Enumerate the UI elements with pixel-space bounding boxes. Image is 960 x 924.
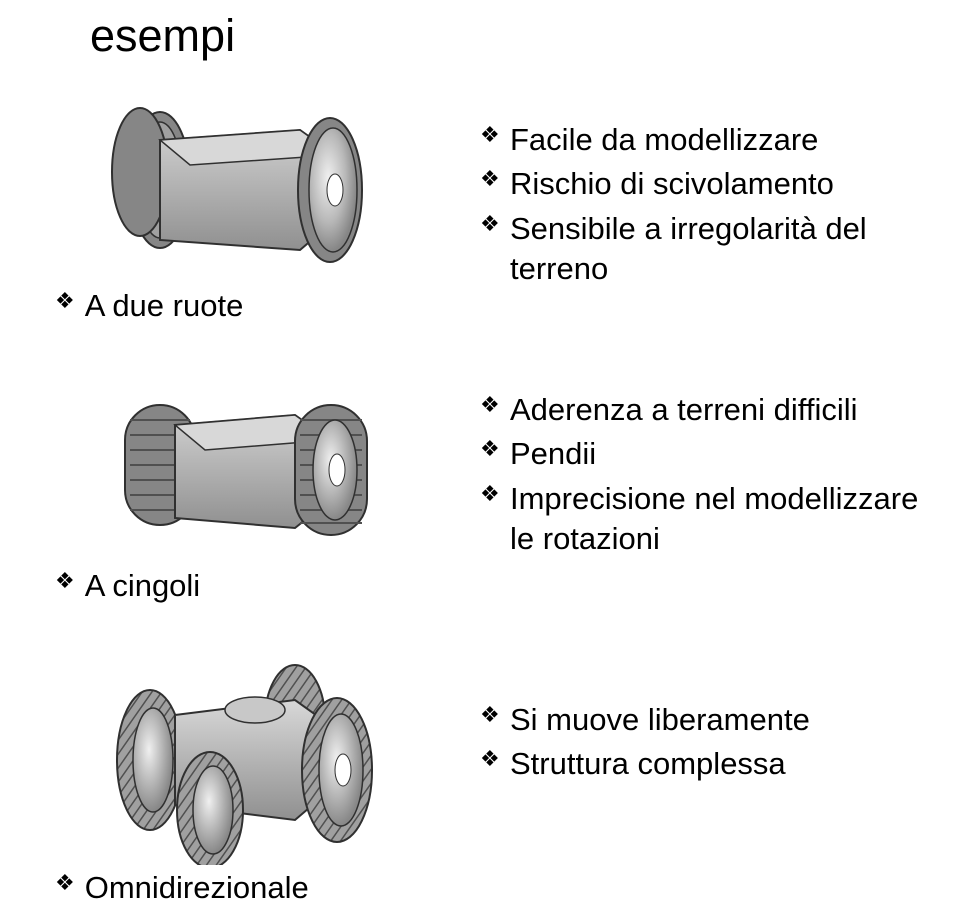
bullet-item: ❖Rischio di scivolamento	[480, 164, 930, 204]
bullets-omnidirectional: ❖Si muove liberamente ❖Struttura comples…	[480, 700, 810, 785]
label-text: Omnidirezionale	[85, 872, 309, 905]
label-text: A cingoli	[85, 570, 200, 603]
bullets-tracked: ❖Aderenza a terreni difficili ❖Pendii ❖I…	[480, 390, 930, 559]
label-tracked: ❖ A cingoli	[55, 570, 200, 603]
bullet-item: ❖Aderenza a terreni difficili	[480, 390, 930, 430]
bullet-item: ❖Si muove liberamente	[480, 700, 810, 740]
bullet-item: ❖Struttura complessa	[480, 744, 810, 784]
bullet-marker: ❖	[55, 570, 75, 592]
bullets-two-wheels: ❖Facile da modellizzare ❖Rischio di sciv…	[480, 120, 930, 289]
robot-two-wheels	[105, 100, 390, 285]
bullet-item: ❖Facile da modellizzare	[480, 120, 930, 160]
slide: esempi	[0, 0, 960, 924]
label-text: A due ruote	[85, 290, 244, 323]
bullet-item: ❖Pendii	[480, 434, 930, 474]
robot-omnidirectional	[105, 660, 390, 870]
bullet-marker: ❖	[55, 290, 75, 312]
robot-tracked	[105, 380, 390, 565]
page-title: esempi	[90, 10, 235, 62]
label-omnidirectional: ❖ Omnidirezionale	[55, 872, 309, 905]
bullet-item: ❖Sensibile a irregolarità del terreno	[480, 209, 930, 290]
bullet-marker: ❖	[55, 872, 75, 894]
label-two-wheels: ❖ A due ruote	[55, 290, 243, 323]
bullet-item: ❖Imprecisione nel modellizzare le rotazi…	[480, 479, 930, 560]
